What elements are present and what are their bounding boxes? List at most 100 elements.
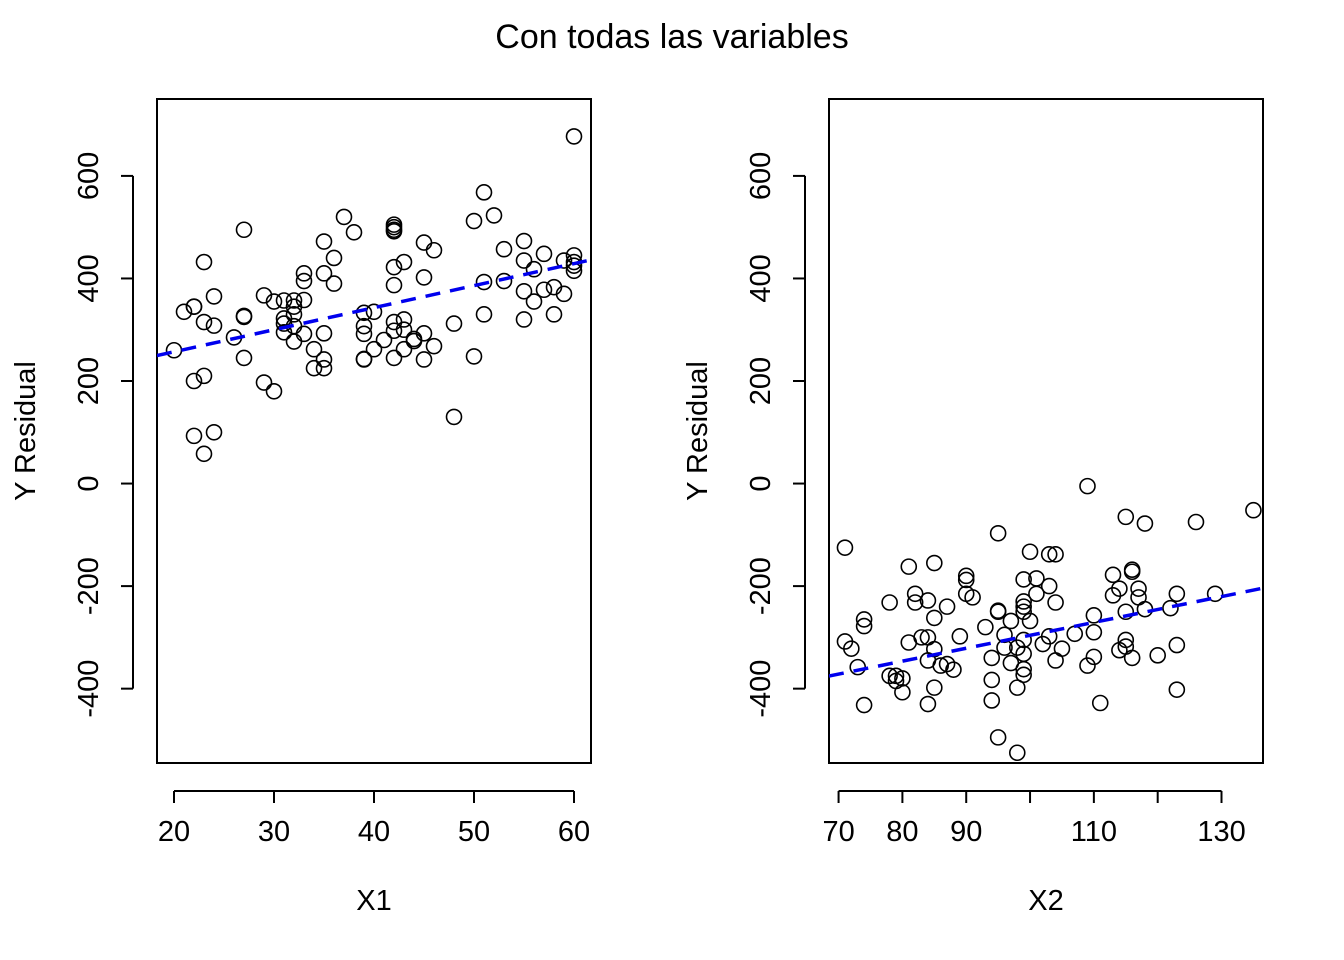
data-point [938,655,956,673]
data-point [1079,657,1096,674]
data-point [235,308,253,326]
plot-frame [828,98,1264,764]
data-point [255,287,273,304]
data-point [1206,585,1224,603]
data-point [983,671,1001,689]
data-point [1040,577,1058,595]
data-point [565,257,583,274]
data-point [996,626,1013,644]
data-point [385,276,403,294]
data-point [285,306,303,323]
data-point [565,128,583,145]
data-point [1015,598,1032,615]
data-point [525,260,543,278]
data-point [926,609,943,627]
data-point [315,233,333,250]
data-point [926,679,943,696]
data-point [1015,660,1032,678]
x-tick-label: 90 [950,816,982,848]
data-point [1085,607,1103,624]
data-point [345,224,363,241]
y-tick-label: 600 [745,152,777,200]
data-point [465,212,483,230]
data-point [881,594,898,611]
data-point [195,367,213,385]
data-point [1187,513,1205,531]
data-point [265,382,283,400]
data-point [926,640,943,658]
data-point [235,349,253,367]
data-point [425,241,443,259]
data-point [900,558,918,575]
data-point [515,232,533,250]
data-point [445,408,463,426]
data-point [836,539,854,556]
data-point [415,325,433,342]
data-point [315,351,333,368]
data-point [385,322,403,340]
x-tick-label: 60 [558,816,590,848]
data-point [855,617,873,635]
y-axis-label: Y Residual [682,361,714,501]
data-point [1149,647,1166,664]
data-point [1015,593,1032,610]
data-point [1168,636,1186,654]
data-point [295,291,313,309]
data-point [1028,585,1045,603]
data-point [295,325,313,343]
data-point [945,661,962,678]
data-point [395,311,413,328]
figure-title: Con todas las variables [495,18,848,56]
data-point [1085,623,1103,641]
data-point [1008,679,1026,696]
data-point [913,629,930,646]
data-point [855,696,873,714]
y-tick-label: -200 [73,557,105,615]
x-tick-label: 40 [358,816,390,848]
data-point [365,340,383,358]
data-point [1047,546,1064,563]
data-point [185,298,203,315]
data-point [295,272,313,290]
data-point [1117,631,1135,649]
data-point [205,288,223,305]
data-point [525,293,543,310]
data-point [1117,603,1135,621]
data-point [275,323,293,341]
x-tick-label: 130 [1197,816,1245,848]
y-tick-label: -400 [73,660,105,718]
data-point [1015,666,1032,684]
x-tick-label: 30 [258,816,290,848]
data-point [495,272,513,290]
data-point [989,524,1007,542]
data-point [919,695,937,713]
data-point [385,258,403,276]
data-point [1091,694,1109,712]
data-point [983,692,1001,709]
data-point [1021,543,1039,561]
data-point [485,207,503,224]
data-point [315,325,333,342]
data-point [1079,477,1096,495]
data-point [957,567,975,585]
data-point [894,683,911,701]
data-point [235,221,253,239]
data-point [445,315,463,332]
data-point [1168,681,1186,698]
data-point [285,292,303,309]
data-point [906,585,924,603]
data-point [355,325,373,343]
scatter-panel-x2: 70 80 90 110 130 -400 -200 0 200 400 600 X2 Y Residu… [682,98,1264,917]
data-point [1245,501,1262,519]
data-point [205,423,223,441]
data-point [495,240,513,258]
data-point [1040,628,1058,645]
data-point [977,618,994,636]
data-point [1111,580,1128,597]
data-point [951,628,969,645]
y-tick-label: 600 [73,152,105,200]
data-point [515,252,533,269]
data-point [906,594,924,611]
data-point [475,273,493,291]
